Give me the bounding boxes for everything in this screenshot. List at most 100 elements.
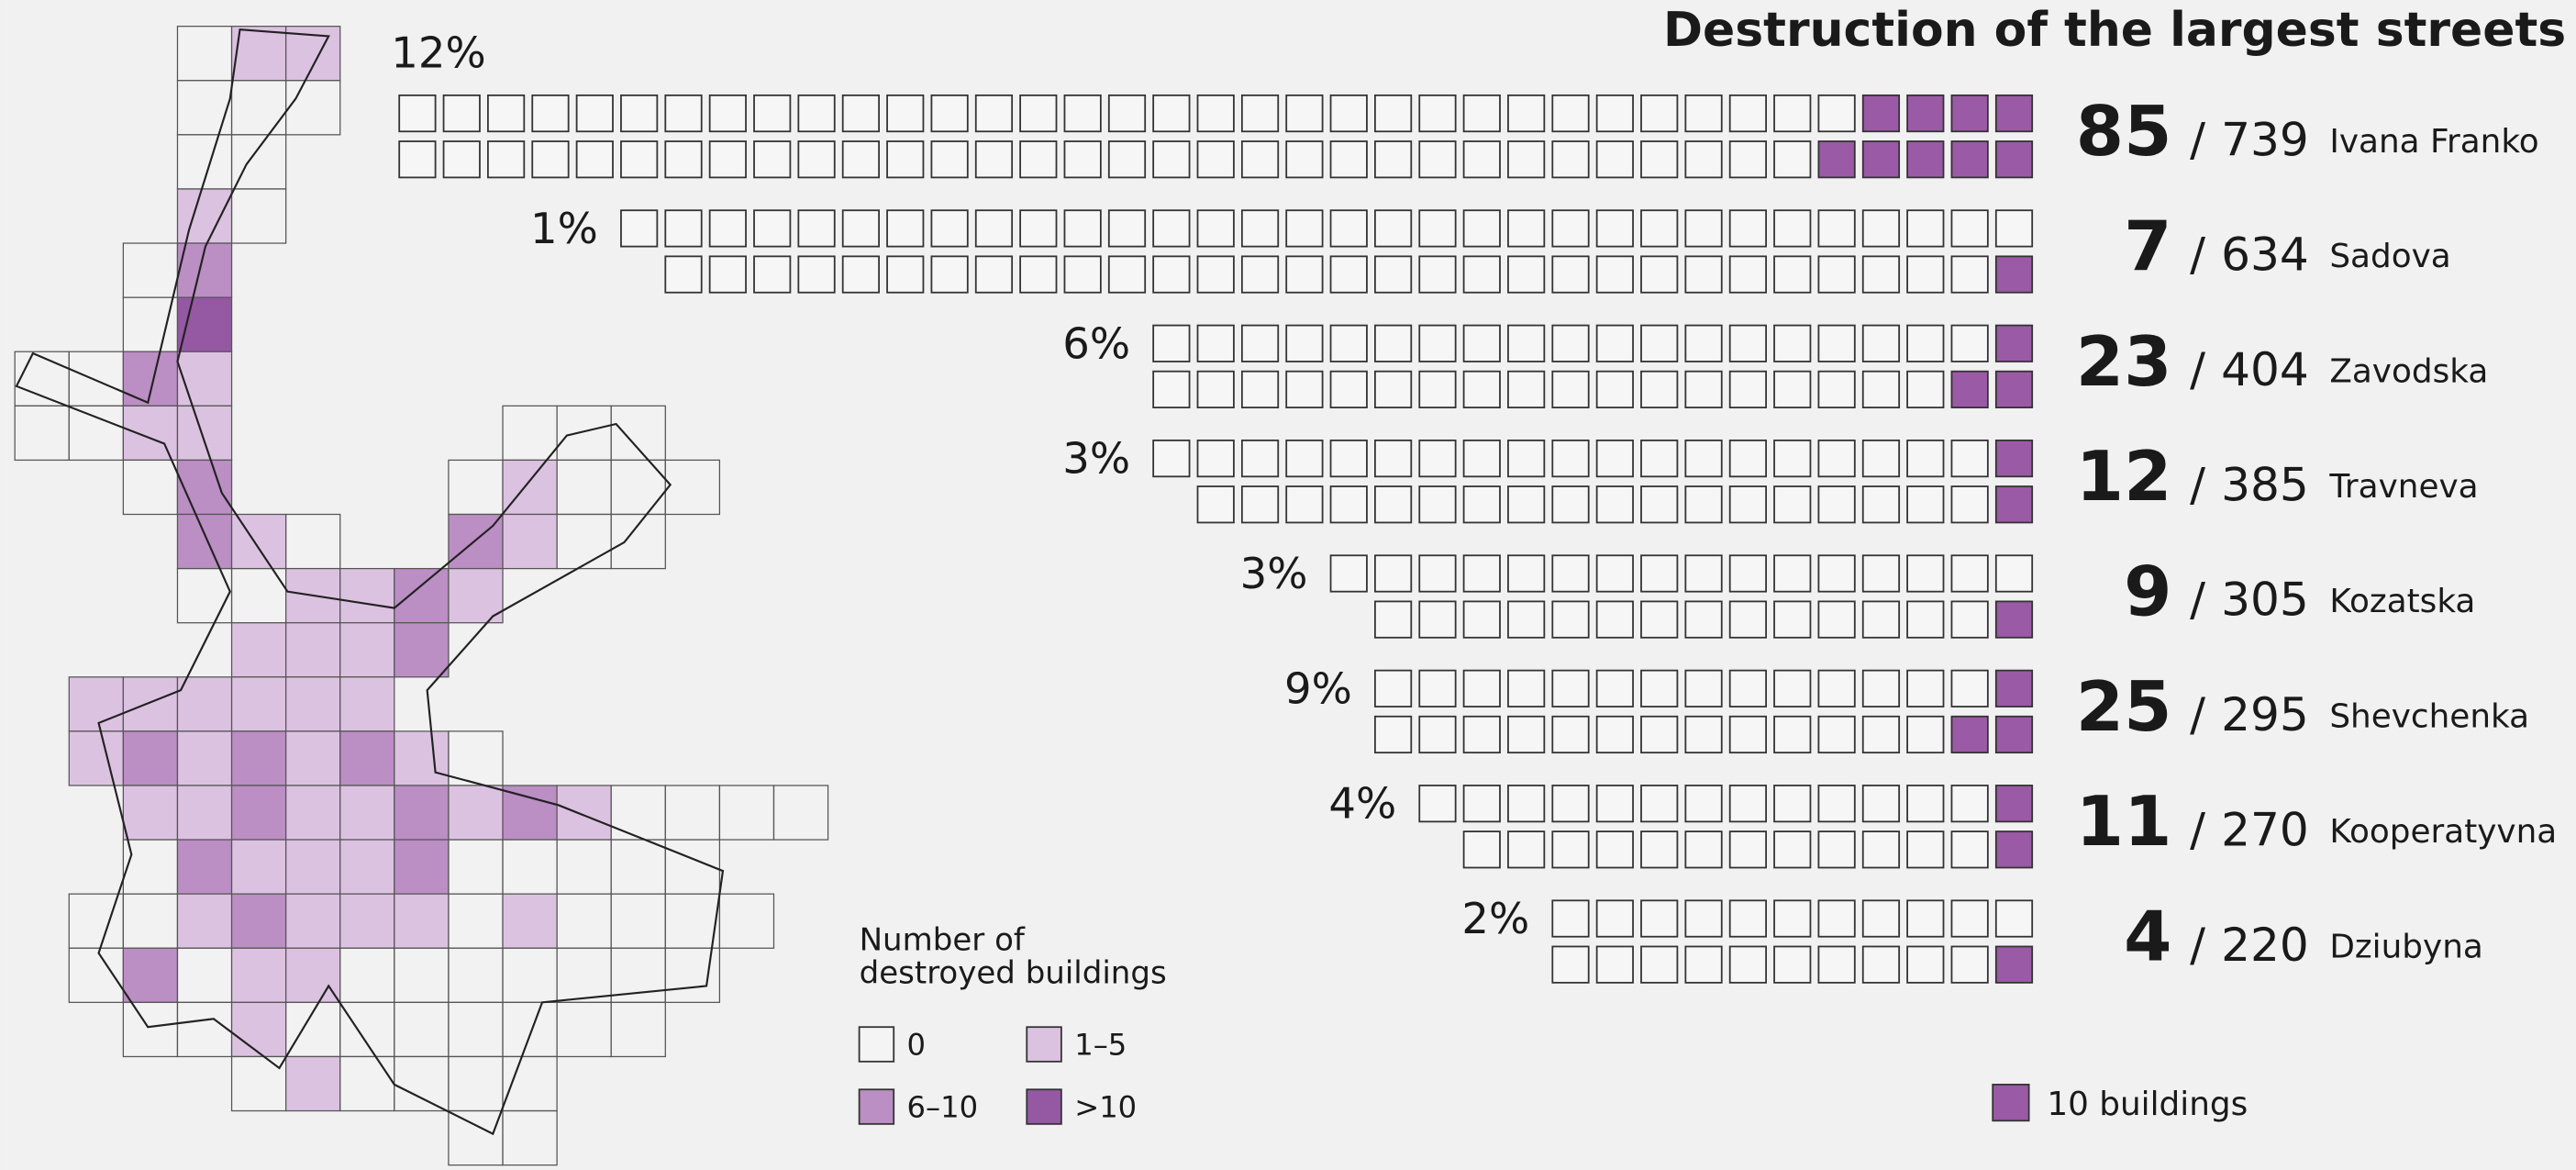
waffle-empty [487,140,526,179]
waffle-empty [1684,440,1723,478]
waffle-empty [1684,370,1723,408]
waffle-empty [1418,370,1457,408]
separator: / [2190,573,2205,627]
waffle-empty [1861,600,1901,639]
waffle-empty [1462,830,1501,869]
map-cell [610,947,666,1003]
waffle-empty [1551,785,1590,823]
waffle-empty [620,94,659,133]
waffle-empty [1240,324,1280,362]
waffle-empty [1374,209,1413,248]
map-cell [68,730,124,786]
map-cell [230,80,287,136]
waffle-empty [1418,554,1457,593]
waffle-empty [1950,945,1989,984]
waffle-empty [1861,830,1901,869]
waffle-empty [1684,324,1723,362]
map-cell [610,1001,666,1058]
map-cell [339,730,395,786]
waffle-empty [1507,669,1546,708]
destroyed-value: 85 [2076,91,2172,172]
waffle-empty [1240,485,1280,524]
waffle-empty [1861,785,1901,823]
street-name: Kooperatyvna [2329,813,2557,851]
map-cell [339,676,395,732]
waffle-empty [1196,94,1235,133]
waffle-empty [1595,899,1634,938]
waffle-empty [1374,440,1413,478]
waffle-empty [1684,600,1723,639]
waffle-empty [1950,440,1989,478]
destroyed-value: 7 [2124,206,2171,286]
waffle-empty [1817,600,1856,639]
map-cell [718,893,775,949]
street-name: Ivana Franko [2329,123,2538,161]
waffle-empty [1684,830,1723,869]
total-value: 404 [2221,342,2309,396]
waffle-filled [1994,94,2034,133]
map-cell [502,1001,558,1058]
street-name: Sadova [2329,238,2450,275]
waffle-empty [1728,255,1767,294]
waffle-empty [1684,785,1723,823]
waffle-empty [1861,554,1901,593]
map-cell [339,839,395,895]
waffle-empty [1906,899,1945,938]
waffle-empty [1329,370,1368,408]
waffle-empty [1374,324,1413,362]
legend-swatch [858,1088,895,1125]
separator: / [2190,342,2205,396]
map-cell [664,785,721,841]
waffle-empty [1285,370,1324,408]
map-cell [394,839,450,895]
waffle-empty [708,94,747,133]
waffle-empty [1595,669,1634,708]
map-cell [176,839,233,895]
waffle-empty [1507,715,1546,754]
waffle-empty [1507,830,1546,869]
waffle-empty [797,255,836,294]
waffle-empty [1418,255,1457,294]
waffle-empty [930,255,969,294]
waffle-empty [1861,370,1901,408]
map-cell [230,1055,287,1112]
map-cell [664,459,721,516]
map-cell [394,893,450,949]
waffle-empty [841,255,881,294]
waffle-empty [1107,255,1147,294]
waffle-empty [930,140,969,179]
map-cell [176,676,233,732]
map-cell [394,947,450,1003]
waffle-empty [1507,324,1546,362]
legend-swatch [858,1026,895,1063]
waffle-empty [1240,440,1280,478]
legend-label: 1–5 [1074,1028,1127,1063]
map-cell [285,947,341,1003]
unit-label: 10 buildings [2047,1086,2248,1123]
waffle-empty [1462,715,1501,754]
waffle-empty [1773,370,1812,408]
waffle-empty [1817,945,1856,984]
waffle-empty [1640,324,1679,362]
waffle-filled [1817,140,1856,179]
waffle-empty [1950,830,1989,869]
map-cell [230,26,287,82]
map-cell [610,893,666,949]
map-cell [285,80,341,136]
legend-swatch [1026,1088,1062,1125]
waffle-empty [1019,209,1058,248]
waffle-empty [1817,209,1856,248]
waffle-empty [1418,324,1457,362]
waffle-empty [1418,785,1457,823]
waffle-empty [1773,140,1812,179]
waffle-empty [753,255,792,294]
waffle-empty [841,140,881,179]
waffle-filled [1994,255,2034,294]
waffle-filled [1994,140,2034,179]
waffle-empty [1773,945,1812,984]
waffle-empty [1329,255,1368,294]
map-cell [230,947,287,1003]
map-cell [122,730,179,786]
waffle-empty [1551,140,1590,179]
waffle-empty [1728,140,1767,179]
